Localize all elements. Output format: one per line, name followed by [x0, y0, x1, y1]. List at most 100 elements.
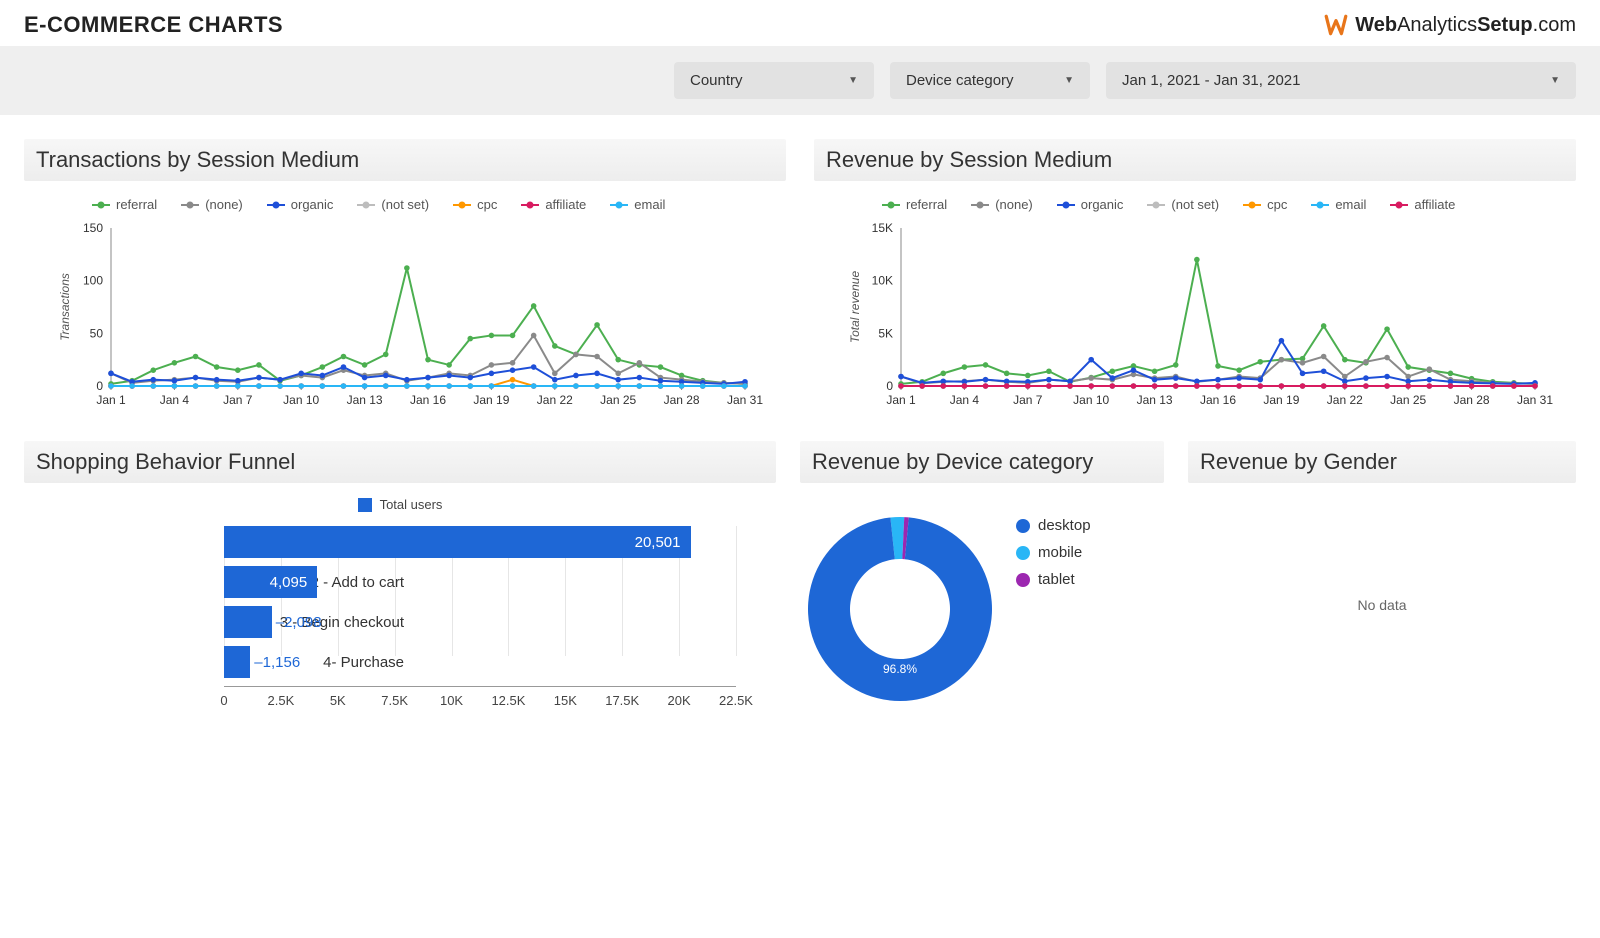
svg-text:Jan 31: Jan 31	[1517, 393, 1553, 407]
legend-item[interactable]: referral	[92, 197, 157, 212]
svg-text:Jan 16: Jan 16	[410, 393, 446, 407]
legend-item[interactable]: referral	[882, 197, 947, 212]
svg-text:Jan 28: Jan 28	[664, 393, 700, 407]
brand-text-3: Setup	[1477, 14, 1533, 36]
svg-text:Jan 28: Jan 28	[1454, 393, 1490, 407]
legend-item[interactable]: (none)	[971, 197, 1033, 212]
svg-text:100: 100	[83, 274, 103, 288]
device-donut-chart: 96.8%	[800, 509, 1000, 709]
legend-item[interactable]: cpc	[453, 197, 497, 212]
funnel-legend-swatch	[358, 498, 372, 512]
funnel-legend-label: Total users	[380, 497, 443, 512]
funnel-x-axis: 02.5K5K7.5K10K12.5K15K17.5K20K22.5K	[224, 686, 736, 708]
legend-item[interactable]: affiliate	[521, 197, 586, 212]
gender-revenue-title: Revenue by Gender	[1188, 441, 1576, 483]
svg-text:Jan 4: Jan 4	[160, 393, 190, 407]
donut-legend-item[interactable]: tablet	[1016, 571, 1091, 588]
svg-text:Jan 1: Jan 1	[886, 393, 916, 407]
legend-item[interactable]: email	[610, 197, 665, 212]
legend-item[interactable]: (not set)	[1147, 197, 1219, 212]
funnel-bar: 20,501	[224, 526, 691, 558]
brand-text-2: Analytics	[1397, 14, 1477, 36]
device-revenue-title: Revenue by Device category	[800, 441, 1164, 483]
svg-text:Jan 25: Jan 25	[1390, 393, 1426, 407]
funnel-bar	[224, 646, 250, 678]
chevron-down-icon: ▼	[1064, 75, 1074, 86]
funnel-row: 4- Purchase–1,156	[224, 646, 736, 678]
svg-text:Jan 31: Jan 31	[727, 393, 763, 407]
funnel-card: Shopping Behavior Funnel Total users 1 -…	[24, 441, 800, 709]
svg-text:0: 0	[886, 379, 893, 393]
transactions-legend: referral (none) organic (not set) cpc affilia…	[32, 195, 778, 222]
legend-item[interactable]: organic	[1057, 197, 1124, 212]
page-title: E-COMMERCE CHARTS	[24, 12, 283, 38]
svg-text:Jan 7: Jan 7	[1013, 393, 1043, 407]
svg-text:0: 0	[96, 379, 103, 393]
brand-text-4: .com	[1533, 14, 1576, 36]
funnel-row: 2 - Add to cart4,095	[224, 566, 736, 598]
device-dropdown-label: Device category	[906, 72, 1014, 89]
revenue-title: Revenue by Session Medium	[814, 139, 1576, 181]
country-dropdown[interactable]: Country ▼	[674, 62, 874, 99]
funnel-bar	[224, 606, 272, 638]
svg-text:Jan 16: Jan 16	[1200, 393, 1236, 407]
brand-logo: WebAnalyticsSetup.com	[1323, 12, 1576, 38]
revenue-card: Revenue by Session Medium referral (none)…	[814, 139, 1576, 417]
donut-legend-item[interactable]: desktop	[1016, 517, 1091, 534]
gender-no-data: No data	[1188, 497, 1576, 613]
transactions-chart: 0 50 100 150 Transactions Jan 1 Jan 4 Jan 7 Jan …	[32, 222, 778, 412]
legend-item[interactable]: email	[1311, 197, 1366, 212]
svg-text:Jan 13: Jan 13	[1137, 393, 1173, 407]
topbar: E-COMMERCE CHARTS WebAnalyticsSetup.com	[0, 0, 1600, 46]
legend-item[interactable]: cpc	[1243, 197, 1287, 212]
legend-item[interactable]: (none)	[181, 197, 243, 212]
brand-text-1: Web	[1355, 14, 1397, 36]
svg-text:Jan 19: Jan 19	[473, 393, 509, 407]
device-donut-legend: desktop mobile tablet	[1016, 509, 1091, 588]
legend-item[interactable]: organic	[267, 197, 334, 212]
funnel-row: 1 - View item20,501	[224, 526, 736, 558]
gender-revenue-card: Revenue by Gender No data	[1188, 441, 1576, 709]
svg-text:Jan 22: Jan 22	[537, 393, 573, 407]
transactions-title: Transactions by Session Medium	[24, 139, 786, 181]
svg-text:Jan 13: Jan 13	[347, 393, 383, 407]
svg-text:Jan 4: Jan 4	[950, 393, 980, 407]
svg-text:96.8%: 96.8%	[883, 662, 917, 676]
svg-text:Jan 19: Jan 19	[1263, 393, 1299, 407]
svg-text:50: 50	[90, 326, 104, 340]
charts-row-1: Transactions by Session Medium referral (…	[0, 115, 1600, 441]
legend-item[interactable]: affiliate	[1390, 197, 1455, 212]
daterange-dropdown-label: Jan 1, 2021 - Jan 31, 2021	[1122, 72, 1300, 89]
svg-text:Jan 10: Jan 10	[1073, 393, 1109, 407]
svg-text:Jan 7: Jan 7	[223, 393, 253, 407]
charts-row-2: Shopping Behavior Funnel Total users 1 -…	[0, 441, 1600, 733]
svg-text:Transactions: Transactions	[58, 273, 72, 341]
svg-text:Jan 10: Jan 10	[283, 393, 319, 407]
funnel-chart: 1 - View item20,501 2 - Add to cart4,095 3…	[24, 526, 776, 708]
funnel-legend: Total users	[24, 497, 776, 512]
chevron-down-icon: ▼	[848, 75, 858, 86]
revenue-legend: referral (none) organic (not set) cpc email af…	[822, 195, 1568, 222]
svg-text:Jan 22: Jan 22	[1327, 393, 1363, 407]
svg-text:150: 150	[83, 222, 103, 235]
chevron-down-icon: ▼	[1550, 75, 1560, 86]
donut-legend-item[interactable]: mobile	[1016, 544, 1091, 561]
country-dropdown-label: Country	[690, 72, 743, 89]
svg-text:10K: 10K	[872, 274, 893, 288]
funnel-row: 3 - Begin checkout–2,098	[224, 606, 736, 638]
legend-item[interactable]: (not set)	[357, 197, 429, 212]
daterange-dropdown[interactable]: Jan 1, 2021 - Jan 31, 2021 ▼	[1106, 62, 1576, 99]
funnel-title: Shopping Behavior Funnel	[24, 441, 776, 483]
svg-text:15K: 15K	[872, 222, 893, 235]
funnel-bar: 4,095	[224, 566, 317, 598]
svg-text:Jan 1: Jan 1	[96, 393, 126, 407]
svg-text:Total revenue: Total revenue	[848, 271, 862, 344]
device-dropdown[interactable]: Device category ▼	[890, 62, 1090, 99]
device-revenue-card: Revenue by Device category 96.8% desktop…	[800, 441, 1188, 709]
revenue-chart: 0 5K 10K 15K Total revenue Jan 1 Jan 4 Jan 7 Jan…	[822, 222, 1568, 412]
transactions-card: Transactions by Session Medium referral (…	[24, 139, 786, 417]
brand-icon	[1323, 12, 1349, 38]
svg-text:5K: 5K	[878, 326, 893, 340]
filter-bar: Country ▼ Device category ▼ Jan 1, 2021 …	[0, 46, 1600, 115]
svg-text:Jan 25: Jan 25	[600, 393, 636, 407]
